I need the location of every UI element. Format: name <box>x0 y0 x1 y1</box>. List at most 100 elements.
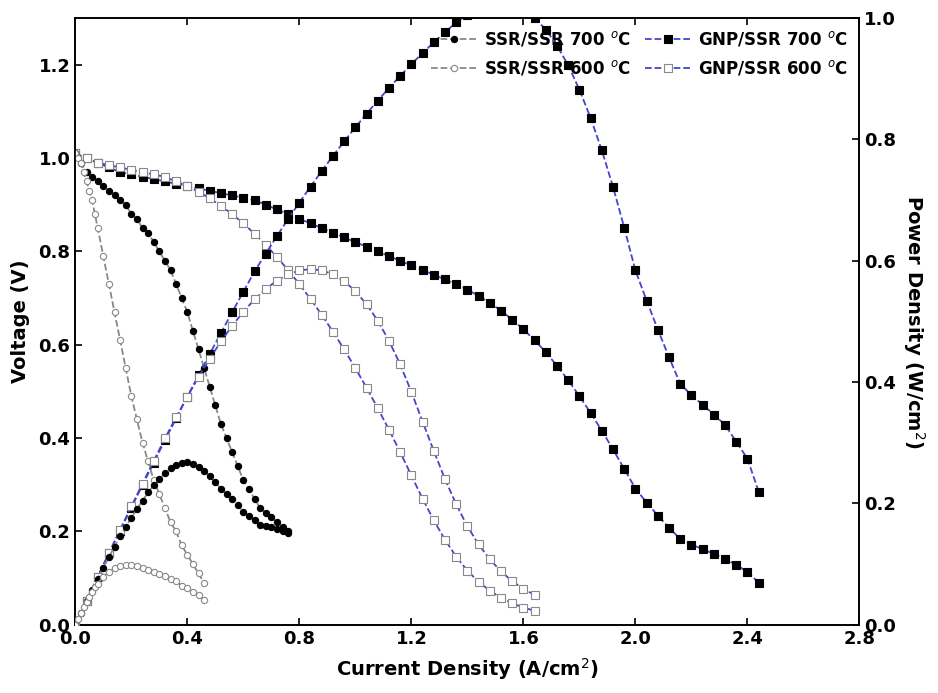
SSR/SSR 600 $^o$C <box>78 168 89 176</box>
GNP/SSR 600 $^o$C <box>350 364 361 372</box>
SSR/SSR 700 $^o$C <box>221 434 233 442</box>
SSR/SSR 700 $^o$C <box>154 247 165 256</box>
SSR/SSR 700 $^o$C <box>176 294 188 302</box>
GNP/SSR 600 $^o$C <box>271 253 282 261</box>
Line: GNP/SSR 600 $^o$C: GNP/SSR 600 $^o$C <box>71 150 538 615</box>
GNP/SSR 600 $^o$C <box>518 604 529 612</box>
SSR/SSR 700 $^o$C <box>226 448 237 456</box>
SSR/SSR 700 $^o$C <box>92 177 103 186</box>
SSR/SSR 600 $^o$C <box>171 527 182 536</box>
SSR/SSR 600 $^o$C <box>98 252 109 261</box>
GNP/SSR 600 $^o$C <box>361 383 372 392</box>
SSR/SSR 600 $^o$C <box>148 476 159 484</box>
GNP/SSR 700 $^o$C <box>753 579 764 587</box>
SSR/SSR 700 $^o$C <box>237 476 249 484</box>
GNP/SSR 600 $^o$C <box>428 516 439 525</box>
SSR/SSR 600 $^o$C <box>143 457 154 466</box>
SSR/SSR 700 $^o$C <box>81 168 92 176</box>
GNP/SSR 600 $^o$C <box>384 426 395 434</box>
SSR/SSR 700 $^o$C <box>210 401 221 410</box>
GNP/SSR 600 $^o$C <box>372 404 384 412</box>
SSR/SSR 700 $^o$C <box>243 485 254 493</box>
SSR/SSR 700 $^o$C <box>143 229 154 237</box>
GNP/SSR 600 $^o$C <box>461 566 473 574</box>
SSR/SSR 700 $^o$C <box>159 256 171 265</box>
SSR/SSR 600 $^o$C <box>86 196 98 204</box>
SSR/SSR 700 $^o$C <box>193 345 204 353</box>
GNP/SSR 600 $^o$C <box>282 266 294 274</box>
SSR/SSR 700 $^o$C <box>216 420 227 428</box>
GNP/SSR 600 $^o$C <box>484 586 495 595</box>
Line: SSR/SSR 700 $^o$C: SSR/SSR 700 $^o$C <box>72 150 292 534</box>
SSR/SSR 700 $^o$C <box>282 527 294 536</box>
GNP/SSR 700 $^o$C <box>69 149 81 157</box>
GNP/SSR 600 $^o$C <box>439 536 450 544</box>
GNP/SSR 600 $^o$C <box>294 280 305 288</box>
GNP/SSR 600 $^o$C <box>226 210 237 218</box>
GNP/SSR 600 $^o$C <box>316 310 327 319</box>
Legend: SSR/SSR 700 $^o$C, SSR/SSR 600 $^o$C, GNP/SSR 700 $^o$C, GNP/SSR 600 $^o$C: SSR/SSR 700 $^o$C, SSR/SSR 600 $^o$C, GN… <box>425 23 855 85</box>
SSR/SSR 600 $^o$C <box>165 518 176 526</box>
SSR/SSR 700 $^o$C <box>148 238 159 246</box>
GNP/SSR 600 $^o$C <box>204 194 216 202</box>
SSR/SSR 700 $^o$C <box>204 383 216 391</box>
GNP/SSR 600 $^o$C <box>137 168 148 176</box>
SSR/SSR 600 $^o$C <box>159 504 171 512</box>
GNP/SSR 700 $^o$C <box>126 170 137 179</box>
Y-axis label: Power Density (W/cm$^2$): Power Density (W/cm$^2$) <box>901 195 927 448</box>
SSR/SSR 600 $^o$C <box>103 280 114 288</box>
SSR/SSR 600 $^o$C <box>72 154 83 162</box>
Y-axis label: Voltage (V): Voltage (V) <box>11 260 30 383</box>
GNP/SSR 600 $^o$C <box>395 448 406 456</box>
SSR/SSR 700 $^o$C <box>254 504 265 512</box>
GNP/SSR 600 $^o$C <box>260 240 271 249</box>
GNP/SSR 600 $^o$C <box>92 159 103 167</box>
SSR/SSR 600 $^o$C <box>137 439 148 447</box>
SSR/SSR 700 $^o$C <box>120 201 131 209</box>
GNP/SSR 600 $^o$C <box>450 552 461 561</box>
SSR/SSR 700 $^o$C <box>114 196 126 204</box>
GNP/SSR 600 $^o$C <box>249 229 260 238</box>
SSR/SSR 700 $^o$C <box>75 159 86 167</box>
SSR/SSR 600 $^o$C <box>81 177 92 186</box>
GNP/SSR 600 $^o$C <box>237 219 249 227</box>
SSR/SSR 700 $^o$C <box>260 509 271 517</box>
SSR/SSR 600 $^o$C <box>131 415 143 423</box>
Line: SSR/SSR 600 $^o$C: SSR/SSR 600 $^o$C <box>72 150 207 586</box>
SSR/SSR 700 $^o$C <box>232 462 243 471</box>
GNP/SSR 600 $^o$C <box>182 182 193 191</box>
GNP/SSR 600 $^o$C <box>417 495 429 503</box>
SSR/SSR 700 $^o$C <box>188 326 199 335</box>
SSR/SSR 600 $^o$C <box>69 149 81 157</box>
SSR/SSR 700 $^o$C <box>103 186 114 195</box>
GNP/SSR 600 $^o$C <box>507 599 518 608</box>
SSR/SSR 700 $^o$C <box>126 210 137 218</box>
GNP/SSR 700 $^o$C <box>204 186 216 195</box>
SSR/SSR 700 $^o$C <box>69 149 81 157</box>
SSR/SSR 700 $^o$C <box>199 364 210 372</box>
SSR/SSR 600 $^o$C <box>120 364 131 372</box>
SSR/SSR 700 $^o$C <box>137 224 148 232</box>
GNP/SSR 700 $^o$C <box>742 568 753 576</box>
GNP/SSR 600 $^o$C <box>81 154 92 162</box>
SSR/SSR 700 $^o$C <box>277 523 288 531</box>
SSR/SSR 600 $^o$C <box>114 336 126 344</box>
Line: GNP/SSR 700 $^o$C: GNP/SSR 700 $^o$C <box>71 150 763 586</box>
SSR/SSR 700 $^o$C <box>171 280 182 288</box>
SSR/SSR 600 $^o$C <box>109 308 120 316</box>
GNP/SSR 600 $^o$C <box>339 345 350 353</box>
GNP/SSR 600 $^o$C <box>126 166 137 174</box>
GNP/SSR 700 $^o$C <box>663 524 674 532</box>
SSR/SSR 700 $^o$C <box>109 191 120 200</box>
SSR/SSR 600 $^o$C <box>176 541 188 550</box>
GNP/SSR 600 $^o$C <box>148 170 159 179</box>
GNP/SSR 600 $^o$C <box>69 149 81 157</box>
SSR/SSR 600 $^o$C <box>126 392 137 401</box>
GNP/SSR 600 $^o$C <box>495 594 507 602</box>
SSR/SSR 600 $^o$C <box>193 570 204 578</box>
GNP/SSR 600 $^o$C <box>529 606 540 615</box>
SSR/SSR 700 $^o$C <box>165 266 176 274</box>
SSR/SSR 600 $^o$C <box>83 186 95 195</box>
GNP/SSR 600 $^o$C <box>114 164 126 172</box>
SSR/SSR 600 $^o$C <box>75 159 86 167</box>
